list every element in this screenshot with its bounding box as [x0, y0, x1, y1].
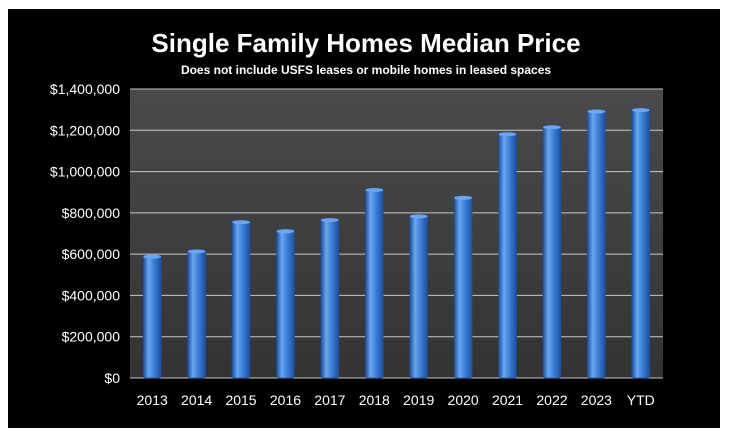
bar-cap: [187, 249, 206, 254]
gridlines: [130, 88, 663, 379]
y-tick-label: $400,000: [62, 287, 121, 303]
bar-2016: [276, 229, 295, 379]
y-tick-label: $200,000: [62, 329, 121, 345]
x-tick-label: 2021: [492, 392, 523, 408]
bars: [142, 108, 651, 379]
y-tick-label: $600,000: [62, 246, 121, 262]
x-tick-label: 2015: [225, 392, 256, 408]
x-tick-label: YTD: [627, 392, 655, 408]
bar-cap: [631, 108, 650, 113]
bar-cap: [276, 229, 295, 234]
bar-2018: [365, 188, 384, 379]
bar-cap: [498, 132, 517, 137]
x-tick-label: 2017: [314, 392, 345, 408]
y-tick-label: $1,400,000: [50, 81, 120, 97]
bar-cap: [409, 214, 428, 219]
bar-cap: [543, 125, 561, 130]
chart-title: Single Family Homes Median Price: [151, 28, 580, 58]
x-axis-labels: 2013 2014 2015 2016 2017 2018 2019 2020 2021 2022…: [137, 392, 655, 408]
bar-2023: [587, 109, 606, 379]
y-tick-label: $0: [104, 370, 120, 386]
x-tick-label: 2014: [181, 392, 212, 408]
bar-cap: [232, 220, 250, 225]
bar-2020: [453, 195, 473, 379]
bar-ytd: [631, 108, 651, 379]
x-tick-label: 2020: [448, 392, 479, 408]
x-tick-label: 2016: [270, 392, 301, 408]
bar-cap: [365, 187, 384, 192]
bar-cap: [320, 218, 339, 223]
y-tick-label: $1,200,000: [50, 122, 120, 138]
x-tick-label: 2013: [137, 392, 168, 408]
x-tick-label: 2019: [403, 392, 434, 408]
x-tick-label: 2023: [581, 392, 612, 408]
y-axis-labels: $0 $200,000 $400,000 $600,000 $800,000 $1,000…: [50, 81, 120, 386]
y-tick-label: $800,000: [62, 205, 121, 221]
bar-cap: [143, 254, 162, 259]
bar-cap: [587, 109, 606, 114]
bar-cap: [454, 195, 473, 200]
bar-2014: [187, 249, 206, 379]
bar-2013: [142, 254, 162, 379]
bar-2021: [498, 132, 517, 379]
y-tick-label: $1,000,000: [50, 164, 120, 180]
x-tick-label: 2018: [359, 392, 390, 408]
plot-area: [130, 89, 663, 378]
bar-2019: [409, 214, 428, 379]
chart-subtitle: Does not include USFS leases or mobile h…: [181, 63, 551, 77]
bar-2015: [231, 220, 251, 379]
bar-2022: [542, 125, 562, 379]
bar-2017: [320, 218, 340, 379]
x-tick-label: 2022: [536, 392, 567, 408]
